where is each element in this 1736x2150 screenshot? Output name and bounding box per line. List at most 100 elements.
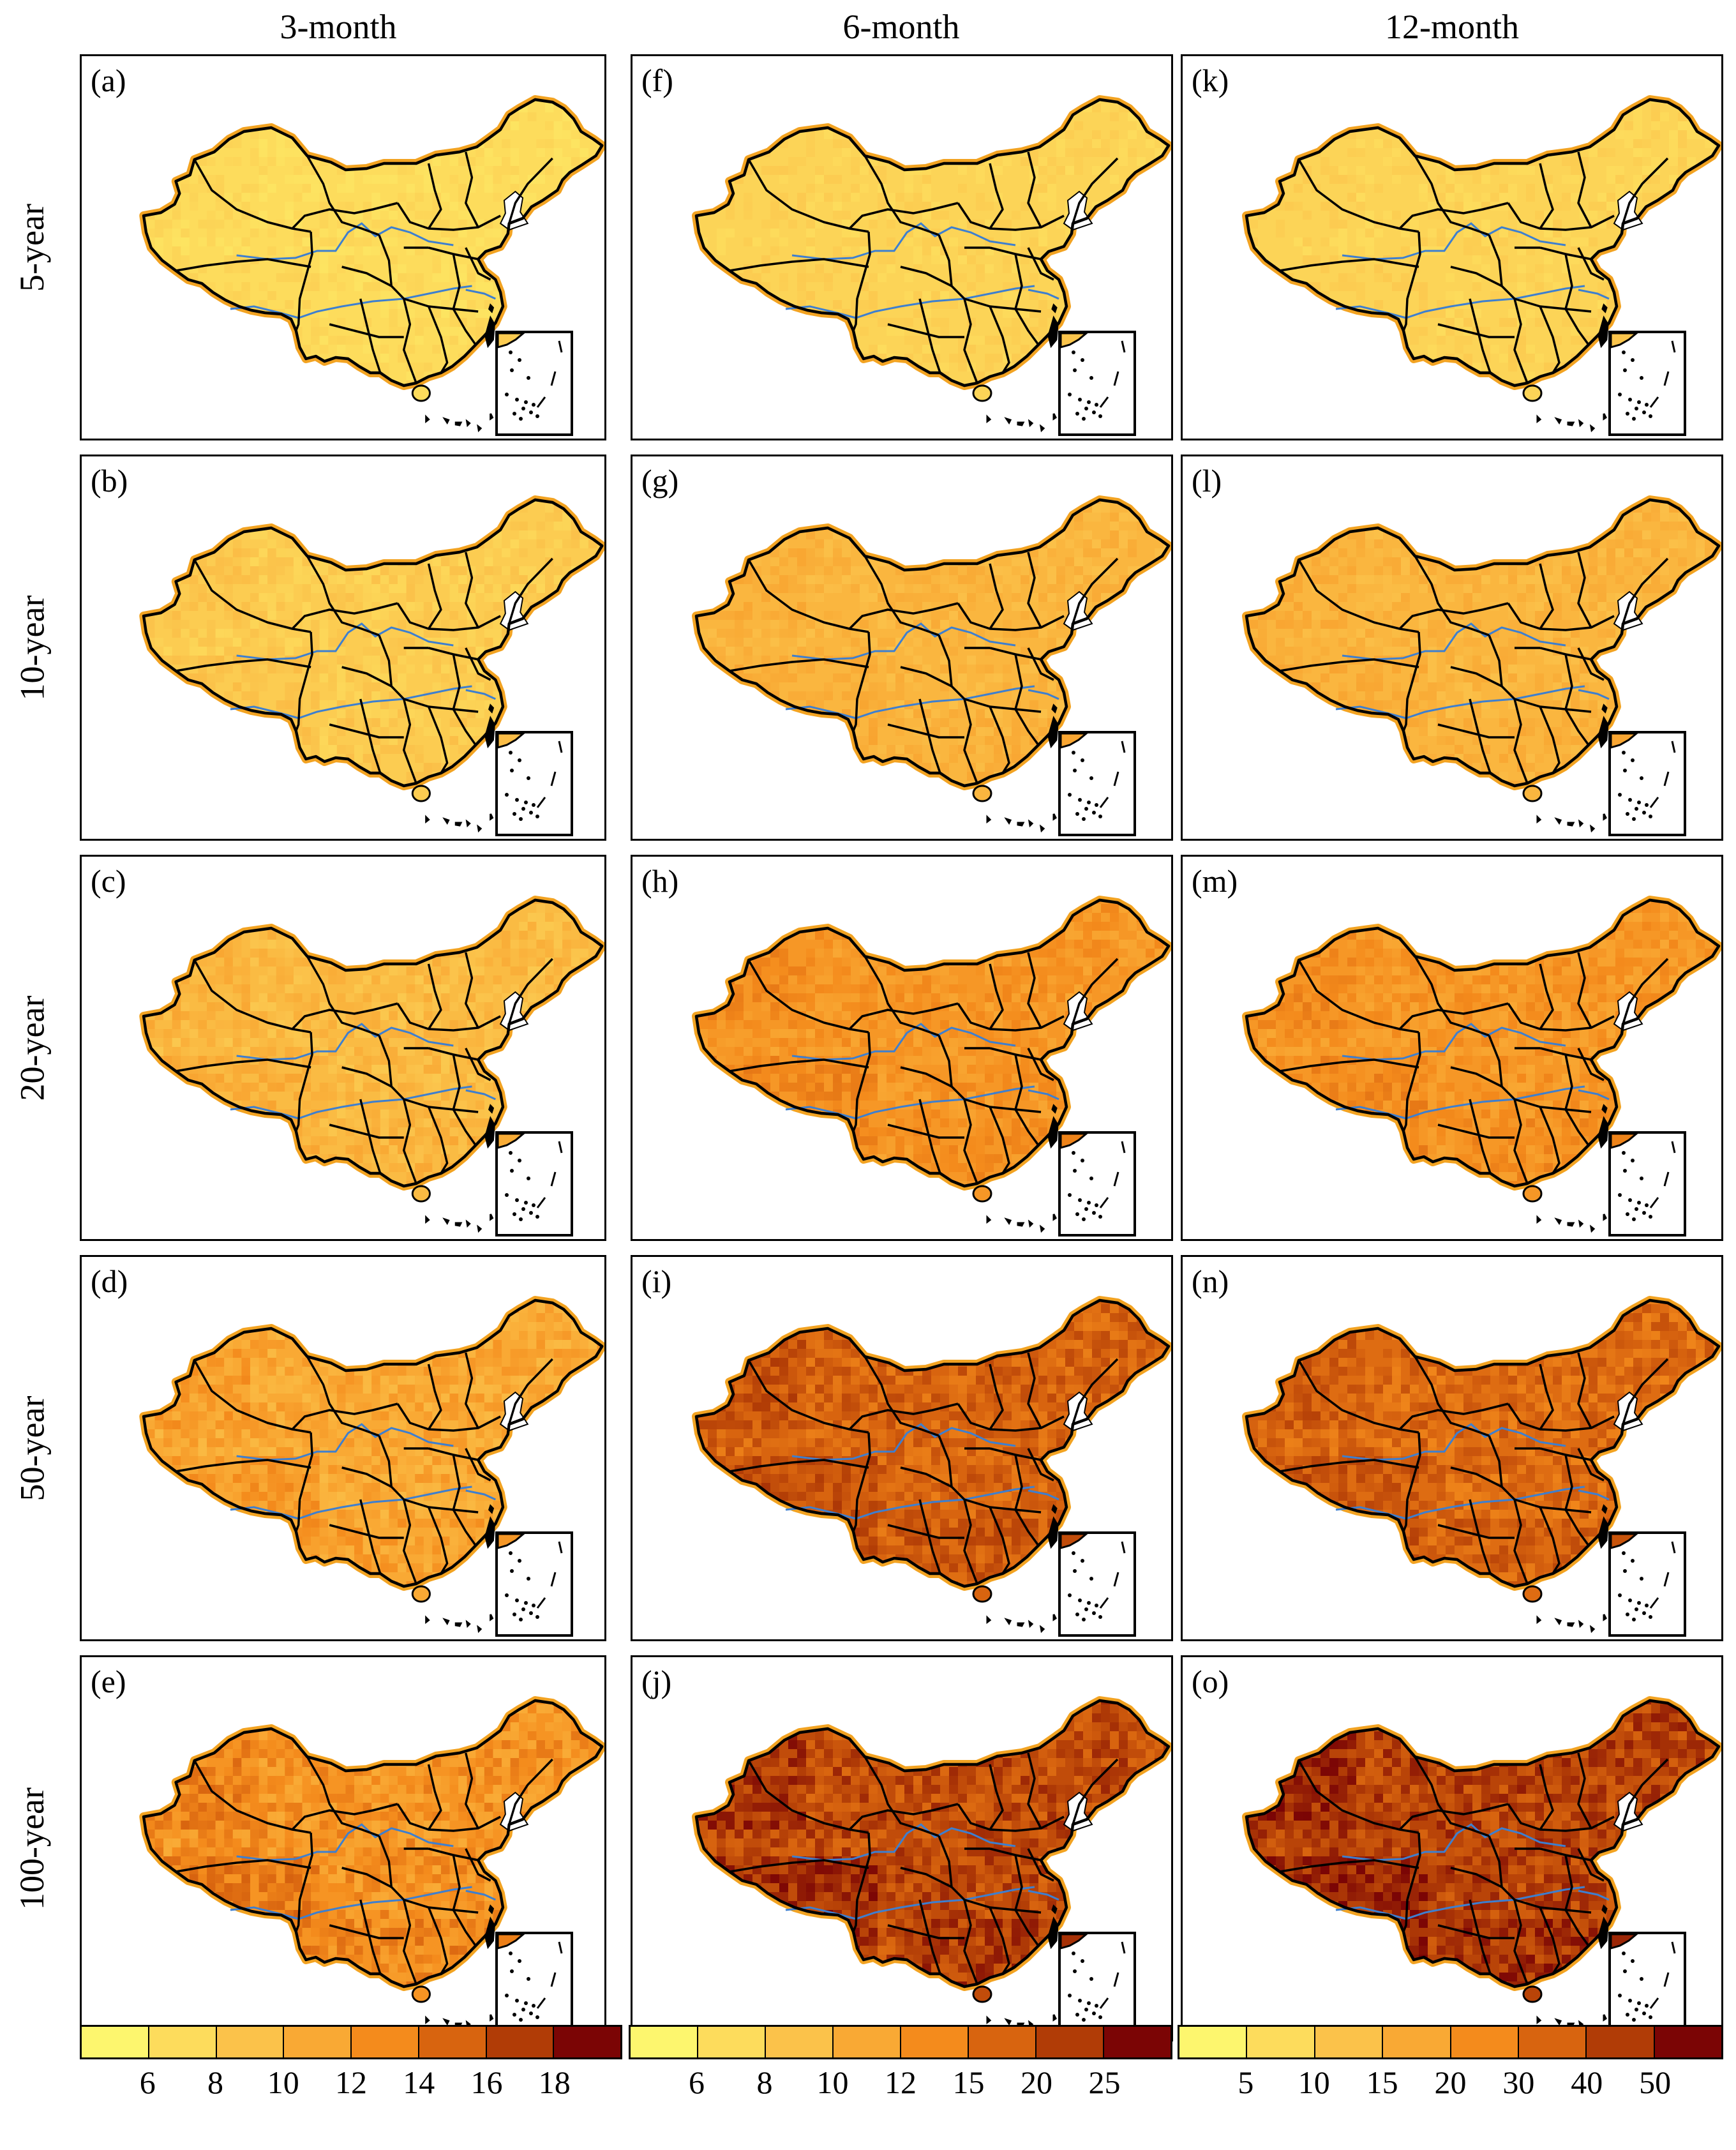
province-boundary bbox=[1072, 1358, 1119, 1425]
province-boundary bbox=[1437, 1524, 1515, 1539]
colorbar-swatch bbox=[554, 2027, 620, 2057]
province-boundary bbox=[989, 306, 1010, 373]
river-line bbox=[1578, 1489, 1610, 1501]
province-boundary bbox=[957, 1803, 1065, 1832]
province-boundary bbox=[1507, 202, 1615, 231]
island-mark bbox=[411, 1985, 431, 2003]
island-mark bbox=[488, 1104, 495, 1114]
province-boundary bbox=[989, 1764, 1004, 1830]
colorbar-swatch bbox=[149, 2027, 217, 2057]
row-title-50-year: 50-year bbox=[13, 1395, 51, 1501]
province-boundary bbox=[291, 1002, 398, 1030]
colorbar-3-month bbox=[80, 2025, 622, 2059]
province-boundary bbox=[1577, 1448, 1605, 1482]
river-line bbox=[791, 622, 1016, 661]
river-line bbox=[791, 1023, 1016, 1061]
province-boundary bbox=[508, 958, 553, 1025]
province-boundary bbox=[1014, 1509, 1040, 1547]
island-mark bbox=[1601, 703, 1608, 714]
island-mark bbox=[454, 1622, 463, 1627]
river-line bbox=[1335, 1485, 1585, 1520]
province-boundary bbox=[1577, 552, 1592, 628]
province-boundary bbox=[403, 298, 417, 384]
island-mark bbox=[488, 1904, 495, 1914]
province-boundary bbox=[1072, 958, 1119, 1025]
province-boundary bbox=[887, 723, 964, 739]
row-title-5-year: 5-year bbox=[13, 203, 51, 292]
island-mark bbox=[1052, 2014, 1057, 2022]
province-boundary bbox=[1402, 1832, 1421, 1932]
national-boundary bbox=[142, 98, 604, 387]
national-boundary bbox=[1245, 1298, 1721, 1588]
province-boundary bbox=[963, 1899, 978, 1985]
south-china-sea-inset bbox=[1608, 1932, 1686, 2037]
china-map bbox=[1242, 1296, 1721, 1634]
colorbar-tick-label: 16 bbox=[470, 2064, 503, 2100]
island-mark bbox=[1554, 417, 1562, 425]
row-title-10-year: 10-year bbox=[13, 595, 51, 700]
province-boundary bbox=[1014, 709, 1040, 746]
province-boundary bbox=[957, 202, 1065, 231]
island-mark bbox=[1522, 1185, 1543, 1203]
island-mark bbox=[1567, 421, 1575, 426]
province-boundary bbox=[1414, 1356, 1490, 1437]
island-mark bbox=[411, 1185, 431, 1203]
panel-label: (o) bbox=[1192, 1664, 1229, 1699]
island-mark bbox=[1028, 419, 1034, 428]
national-boundary bbox=[1245, 1699, 1721, 1988]
province-boundary bbox=[1398, 1803, 1509, 1831]
province-boundary bbox=[1279, 1859, 1419, 1873]
island-mark bbox=[1554, 2018, 1562, 2026]
island-mark bbox=[1589, 824, 1596, 833]
river-line bbox=[230, 1886, 472, 1920]
province-boundary bbox=[329, 1524, 404, 1539]
province-boundary bbox=[1513, 298, 1529, 384]
province-boundary bbox=[887, 1924, 964, 1939]
colorbar-swatch bbox=[1179, 2027, 1248, 2057]
map-panel: (n) bbox=[1181, 1255, 1723, 1641]
national-boundary bbox=[694, 98, 1171, 387]
map-panel: (m) bbox=[1181, 855, 1723, 1241]
national-boundary bbox=[142, 498, 604, 788]
province-boundary bbox=[1622, 557, 1669, 624]
river-line bbox=[1335, 285, 1585, 319]
south-china-sea-inset bbox=[1058, 1531, 1136, 1637]
province-boundary bbox=[1450, 1066, 1502, 1088]
province-boundary bbox=[403, 1499, 417, 1584]
province-boundary bbox=[1469, 1099, 1492, 1174]
province-boundary bbox=[852, 231, 871, 331]
island-mark bbox=[1522, 1585, 1543, 1603]
province-boundary bbox=[1450, 1466, 1502, 1488]
island-mark bbox=[1554, 817, 1562, 825]
island-mark bbox=[477, 424, 483, 433]
province-boundary bbox=[963, 1499, 978, 1584]
island-mark bbox=[1567, 822, 1575, 827]
province-boundary bbox=[1279, 658, 1419, 672]
river-line bbox=[1028, 1890, 1059, 1901]
province-boundary bbox=[306, 1356, 380, 1437]
province-boundary bbox=[852, 1432, 871, 1532]
province-boundary bbox=[887, 323, 964, 338]
river-line bbox=[465, 289, 496, 300]
province-boundary bbox=[1437, 323, 1515, 338]
province-boundary bbox=[1564, 1109, 1590, 1146]
island-mark bbox=[1052, 1614, 1057, 1621]
colorbar-swatch bbox=[901, 2027, 969, 2057]
island-mark bbox=[1578, 1620, 1584, 1628]
province-boundary bbox=[1014, 654, 1023, 710]
province-boundary bbox=[1027, 1752, 1042, 1829]
south-china-sea-inset bbox=[495, 731, 573, 836]
river-line bbox=[236, 1823, 454, 1861]
south-china-sea-inset bbox=[1608, 331, 1686, 436]
river-line bbox=[791, 1823, 1016, 1861]
province-boundary bbox=[747, 959, 869, 1034]
island-mark bbox=[1028, 1219, 1034, 1228]
province-boundary bbox=[848, 202, 959, 230]
province-boundary bbox=[359, 1499, 382, 1574]
province-boundary bbox=[864, 555, 939, 636]
row-title-20-year: 20-year bbox=[13, 995, 51, 1101]
island-mark bbox=[1601, 1904, 1608, 1914]
colorbar-tick-label: 14 bbox=[403, 2064, 435, 2100]
province-boundary bbox=[1402, 631, 1421, 732]
province-boundary bbox=[864, 956, 939, 1037]
